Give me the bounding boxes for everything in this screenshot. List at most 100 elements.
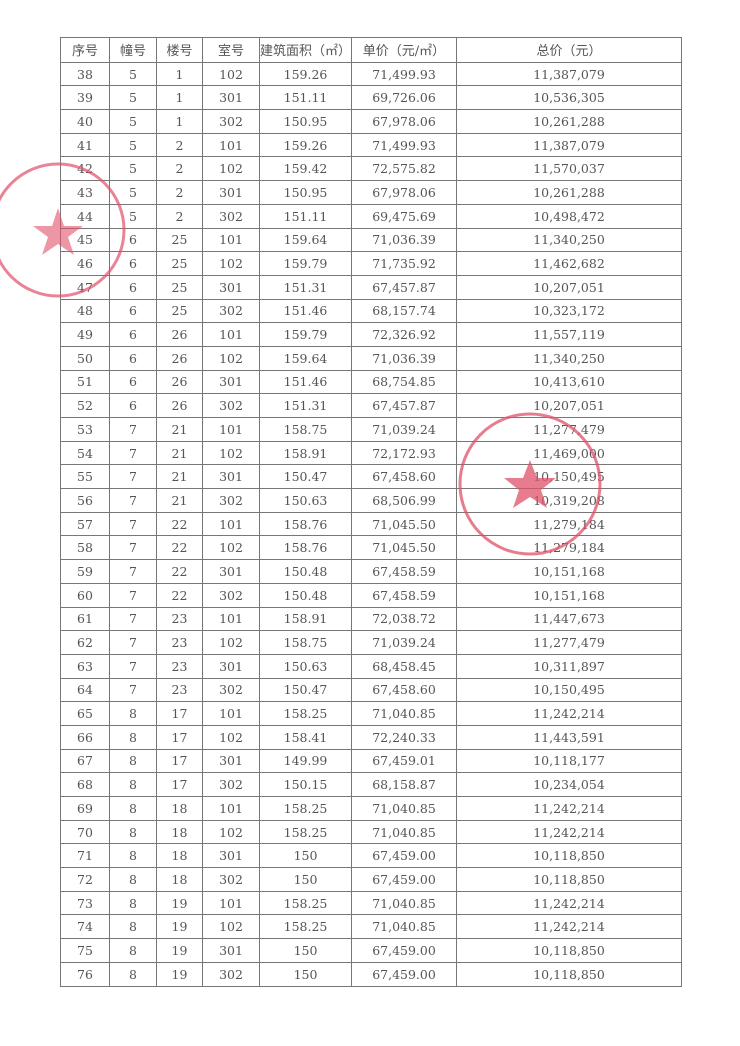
cell-unit-price: 71,040.85 (351, 796, 457, 821)
cell-unit-price: 68,157.74 (351, 298, 457, 324)
cell-floor-block: 1 (156, 109, 203, 134)
cell-area: 158.91 (259, 606, 352, 632)
cell-total-price: 10,413,610 (456, 369, 682, 395)
cell-area: 158.25 (259, 890, 352, 916)
cell-room: 301 (202, 464, 260, 490)
cell-room: 301 (202, 938, 260, 963)
table-row: 68 8 17 302 150.15 68,158.87 10,234,054 (60, 772, 682, 797)
cell-floor-block: 21 (156, 488, 203, 513)
cell-floor-block: 22 (156, 582, 203, 608)
cell-total-price: 11,469,000 (456, 440, 682, 466)
cell-unit-price: 67,459.00 (351, 961, 457, 987)
table-row: 42 5 2 102 159.42 72,575.82 11,570,037 (60, 156, 682, 182)
cell-unit-price: 68,458.45 (351, 653, 457, 679)
table-row: 58 7 22 102 158.76 71,045.50 11,279,184 (60, 535, 682, 561)
cell-total-price: 11,277,479 (456, 417, 682, 442)
cell-floor-block: 19 (156, 890, 203, 916)
cell-floor-block: 26 (156, 322, 203, 347)
cell-total-price: 10,118,850 (456, 843, 682, 869)
cell-building: 5 (109, 61, 157, 87)
cell-total-price: 10,234,054 (456, 772, 682, 797)
cell-floor-block: 21 (156, 464, 203, 490)
cell-room: 302 (202, 109, 260, 134)
cell-unit-price: 72,240.33 (351, 724, 457, 750)
cell-unit-price: 71,036.39 (351, 345, 457, 371)
cell-index: 67 (60, 748, 110, 774)
cell-unit-price: 67,457.87 (351, 274, 457, 300)
cell-index: 65 (60, 701, 110, 726)
cell-area: 159.26 (259, 61, 352, 87)
cell-total-price: 11,242,214 (456, 819, 682, 845)
cell-building: 7 (109, 559, 157, 584)
cell-floor-block: 2 (156, 156, 203, 182)
table-row: 65 8 17 101 158.25 71,040.85 11,242,214 (60, 701, 682, 726)
cell-floor-block: 26 (156, 345, 203, 371)
cell-area: 150 (259, 961, 352, 987)
cell-area: 158.25 (259, 819, 352, 845)
cell-area: 158.76 (259, 535, 352, 561)
table-row: 43 5 2 301 150.95 67,978.06 10,261,288 (60, 180, 682, 205)
cell-area: 150.48 (259, 582, 352, 608)
table-row: 40 5 1 302 150.95 67,978.06 10,261,288 (60, 109, 682, 134)
cell-floor-block: 21 (156, 417, 203, 442)
cell-total-price: 10,118,850 (456, 961, 682, 987)
header-building: 幢号 (109, 37, 157, 63)
cell-index: 57 (60, 511, 110, 537)
cell-room: 102 (202, 345, 260, 371)
table-row: 59 7 22 301 150.48 67,458.59 10,151,168 (60, 559, 682, 584)
cell-unit-price: 71,036.39 (351, 227, 457, 253)
cell-total-price: 11,242,214 (456, 701, 682, 726)
cell-room: 101 (202, 511, 260, 537)
cell-total-price: 11,462,682 (456, 251, 682, 276)
cell-total-price: 11,242,214 (456, 796, 682, 821)
cell-area: 159.64 (259, 227, 352, 253)
table-row: 71 8 18 301 150 67,459.00 10,118,850 (60, 843, 682, 869)
cell-unit-price: 71,499.93 (351, 132, 457, 158)
cell-unit-price: 67,459.00 (351, 843, 457, 869)
cell-room: 102 (202, 251, 260, 276)
cell-index: 62 (60, 630, 110, 655)
cell-total-price: 10,261,288 (456, 109, 682, 134)
cell-building: 7 (109, 417, 157, 442)
cell-unit-price: 71,045.50 (351, 535, 457, 561)
table-row: 63 7 23 301 150.63 68,458.45 10,311,897 (60, 653, 682, 679)
cell-unit-price: 72,172.93 (351, 440, 457, 466)
cell-area: 150 (259, 843, 352, 869)
cell-room: 301 (202, 180, 260, 205)
cell-total-price: 10,207,051 (456, 274, 682, 300)
cell-index: 42 (60, 156, 110, 182)
cell-total-price: 11,340,250 (456, 345, 682, 371)
cell-index: 39 (60, 85, 110, 111)
cell-index: 56 (60, 488, 110, 513)
header-index: 序号 (60, 37, 110, 63)
table-row: 73 8 19 101 158.25 71,040.85 11,242,214 (60, 890, 682, 916)
cell-building: 8 (109, 961, 157, 987)
cell-total-price: 10,150,495 (456, 464, 682, 490)
table-row: 44 5 2 302 151.11 69,475.69 10,498,472 (60, 203, 682, 229)
cell-building: 7 (109, 606, 157, 632)
cell-building: 8 (109, 748, 157, 774)
cell-total-price: 10,261,288 (456, 180, 682, 205)
cell-total-price: 11,387,079 (456, 61, 682, 87)
cell-room: 302 (202, 961, 260, 987)
table-row: 75 8 19 301 150 67,459.00 10,118,850 (60, 938, 682, 963)
cell-total-price: 10,151,168 (456, 582, 682, 608)
cell-building: 7 (109, 653, 157, 679)
header-area: 建筑面积（㎡） (259, 37, 352, 63)
cell-floor-block: 26 (156, 393, 203, 418)
table-row: 64 7 23 302 150.47 67,458.60 10,150,495 (60, 677, 682, 703)
cell-total-price: 11,570,037 (456, 156, 682, 182)
cell-floor-block: 22 (156, 559, 203, 584)
cell-building: 6 (109, 227, 157, 253)
cell-total-price: 11,443,591 (456, 724, 682, 750)
cell-building: 8 (109, 772, 157, 797)
table-row: 54 7 21 102 158.91 72,172.93 11,469,000 (60, 440, 682, 466)
cell-area: 158.76 (259, 511, 352, 537)
cell-area: 150.47 (259, 677, 352, 703)
cell-index: 54 (60, 440, 110, 466)
cell-area: 151.46 (259, 298, 352, 324)
cell-unit-price: 68,754.85 (351, 369, 457, 395)
cell-building: 8 (109, 796, 157, 821)
price-table: 序号 幢号 楼号 室号 建筑面积（㎡） 单价（元/㎡） 总价（元） 38 5 1 102 159.2… (60, 37, 682, 987)
cell-area: 150.63 (259, 653, 352, 679)
